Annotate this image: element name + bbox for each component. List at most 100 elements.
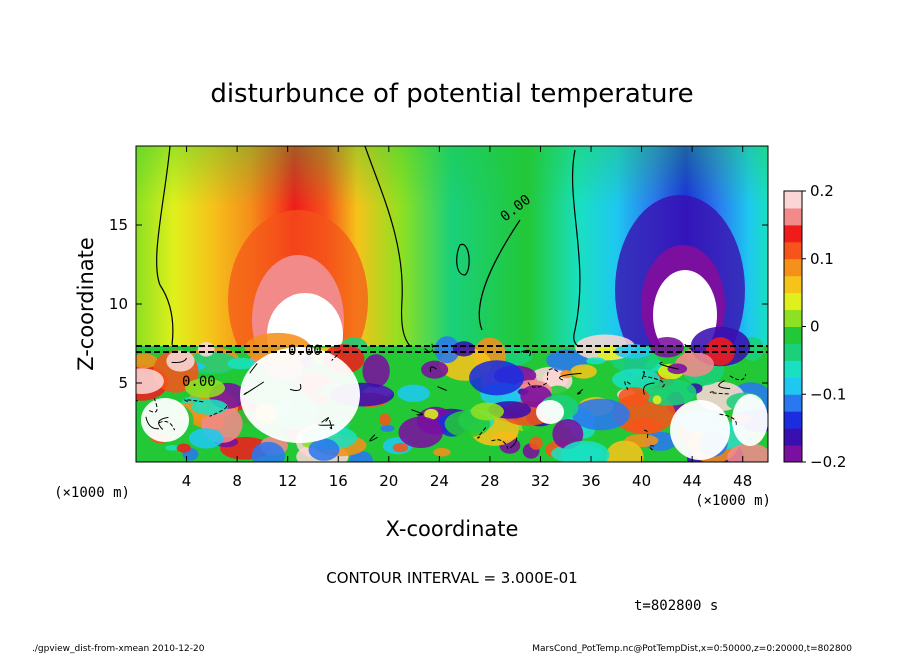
contour-zero-mid xyxy=(364,146,411,347)
x-tick-label: 16 xyxy=(329,472,348,490)
contour-island xyxy=(456,244,470,276)
turbulence-contour xyxy=(184,399,205,403)
turbulence-contour xyxy=(424,342,434,353)
colorbar-segment xyxy=(784,377,802,395)
turbulence-blob xyxy=(176,443,191,453)
turbulence-contour xyxy=(289,383,302,391)
turbulence-contour xyxy=(546,368,559,380)
y-axis: 5 10 15 xyxy=(109,216,768,392)
x-tick-label: 28 xyxy=(480,472,499,490)
turbulence-contour xyxy=(331,349,341,361)
colorbar-tick-label: −0.2 xyxy=(810,453,846,471)
turbulence-contour xyxy=(369,434,378,442)
turbulence-contour xyxy=(411,409,423,416)
contour-label: 0.00 xyxy=(288,343,322,359)
turbulence-blob xyxy=(424,408,439,420)
colorbar-segment xyxy=(784,258,802,277)
plot-area xyxy=(136,146,768,462)
turbulence-contour xyxy=(209,405,227,417)
turbulence-contour xyxy=(436,385,447,391)
turbulence-blob xyxy=(185,378,226,398)
footer-left: ./gpview_dist-from-xmean 2010-12-20 xyxy=(32,644,205,654)
x-axis: 4 8 12 16 20 24 28 32 36 40 44 48 xyxy=(182,146,752,490)
y-tick-label: 15 xyxy=(109,216,128,234)
colorbar-segment xyxy=(784,224,802,243)
y-axis-label: Z-coordinate xyxy=(74,237,98,371)
turbulence-contour xyxy=(648,445,655,452)
contour-lines xyxy=(136,146,768,353)
turbulence-blob xyxy=(136,353,158,369)
turbulence-contour xyxy=(659,361,679,370)
colorbar-segment xyxy=(784,394,802,412)
turbulence-patch xyxy=(536,400,564,424)
contour-label: 0.00 xyxy=(182,374,216,390)
turbulence-contour xyxy=(520,349,531,357)
turbulence-blob xyxy=(380,424,395,432)
turbulence-patch xyxy=(141,398,189,442)
turbulence-blob xyxy=(251,441,285,462)
colorbar-tick-label: 0 xyxy=(810,318,820,336)
turbulence-contour xyxy=(559,372,582,381)
turbulence-contour xyxy=(429,366,437,373)
x-tick-label: 48 xyxy=(733,472,752,490)
turbulence-blob xyxy=(618,386,650,407)
turbulence-blob xyxy=(560,440,610,462)
chart-title: disturbunce of potential temperature xyxy=(210,79,693,109)
turbulence-contour xyxy=(624,380,631,390)
colorbar-tick-label: −0.1 xyxy=(810,385,846,403)
turbulence-contour xyxy=(509,437,518,449)
turbulence-contour xyxy=(643,375,665,388)
colorbar-segment xyxy=(784,326,802,344)
y-tick-label: 5 xyxy=(118,374,128,392)
turbulence-contour xyxy=(158,420,176,431)
x-tick-label: 36 xyxy=(581,472,600,490)
x-tick-label: 4 xyxy=(182,472,192,490)
x-axis-unit: (×1000 m) xyxy=(695,493,771,509)
turbulence-contour xyxy=(145,416,159,430)
colorbar-tick-label: 0.1 xyxy=(810,250,834,268)
turbulence-contour xyxy=(158,416,169,430)
turbulence-blob xyxy=(452,341,475,357)
colorbar-segment xyxy=(784,191,802,209)
x-tick-label: 32 xyxy=(531,472,550,490)
turbulence-blob xyxy=(652,395,662,405)
turbulence-blob xyxy=(188,428,224,449)
colorbar-segment xyxy=(784,360,802,378)
x-tick-label: 24 xyxy=(430,472,449,490)
turbulence-contour xyxy=(527,382,547,388)
turbulence-contour xyxy=(718,380,731,390)
contour-zero-mid2 xyxy=(478,219,521,331)
turbulence-blob xyxy=(434,336,460,364)
turbulence-blob xyxy=(641,378,697,406)
x-tick-label: 12 xyxy=(278,472,297,490)
turbulence-blob xyxy=(376,352,424,389)
contour-zero-left xyxy=(156,146,174,346)
turbulence-blob xyxy=(433,447,451,457)
turbulence-contour xyxy=(709,391,730,395)
turbulence-blob xyxy=(705,337,735,366)
turbulence-patch xyxy=(670,400,730,460)
turbulence-blob xyxy=(571,398,630,431)
turbulence-blob xyxy=(165,445,181,451)
x-axis-label: X-coordinate xyxy=(386,517,519,541)
colorbar-segment xyxy=(784,428,802,446)
turbulence-blob xyxy=(552,418,584,450)
turbulence-blob xyxy=(308,438,340,461)
turbulence-patch xyxy=(732,394,768,446)
upper-field-fade xyxy=(136,146,768,206)
x-tick-label: 40 xyxy=(632,472,651,490)
turbulence-contour xyxy=(321,417,330,423)
turbulence-contour xyxy=(641,371,645,380)
contour-interval-text: CONTOUR INTERVAL = 3.000E-01 xyxy=(326,569,577,587)
colorbar-segment xyxy=(784,343,802,361)
colorbar-segment xyxy=(784,241,802,260)
x-tick-label: 20 xyxy=(379,472,398,490)
colorbar-segment xyxy=(784,275,802,294)
turbulence-blob xyxy=(392,442,409,453)
turbulence-contour xyxy=(577,389,584,395)
y-tick-label: 10 xyxy=(109,295,128,313)
x-tick-label: 8 xyxy=(232,472,242,490)
turbulent-layer xyxy=(136,326,768,462)
colorbar-segment xyxy=(784,292,802,311)
turbulence-blob xyxy=(529,436,543,450)
